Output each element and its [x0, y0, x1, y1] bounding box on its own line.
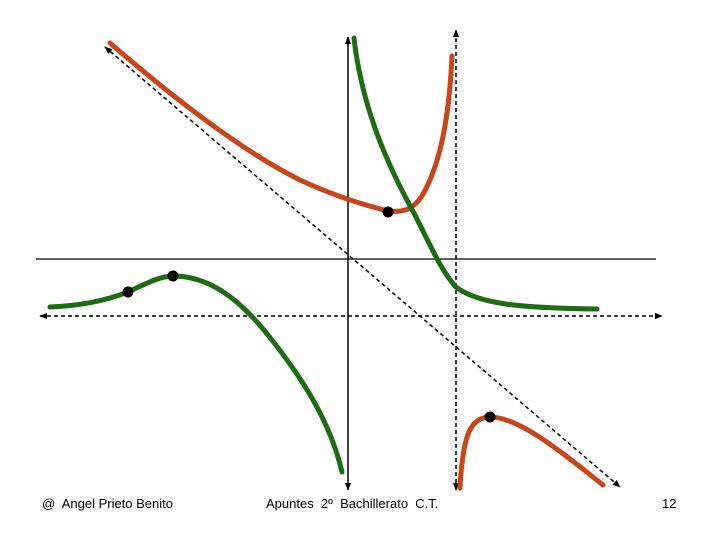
point-orange-minimum	[382, 206, 394, 218]
point-green-inflection	[122, 286, 134, 298]
footer-course: Apuntes 2º Bachillerato C.T.	[266, 496, 439, 511]
footer-page-number: 12	[662, 496, 677, 511]
point-orange-maximum	[484, 411, 496, 423]
orange-curve-lower-branch	[457, 414, 606, 491]
point-green-maximum	[167, 270, 179, 282]
orange-curve-upper-branch	[107, 40, 455, 214]
green-curve-left-branch	[47, 273, 345, 475]
green-curve-right-branch	[351, 35, 600, 312]
footer-author: @ Angel Prieto Benito	[42, 496, 173, 511]
oblique-asymptote	[104, 46, 621, 488]
